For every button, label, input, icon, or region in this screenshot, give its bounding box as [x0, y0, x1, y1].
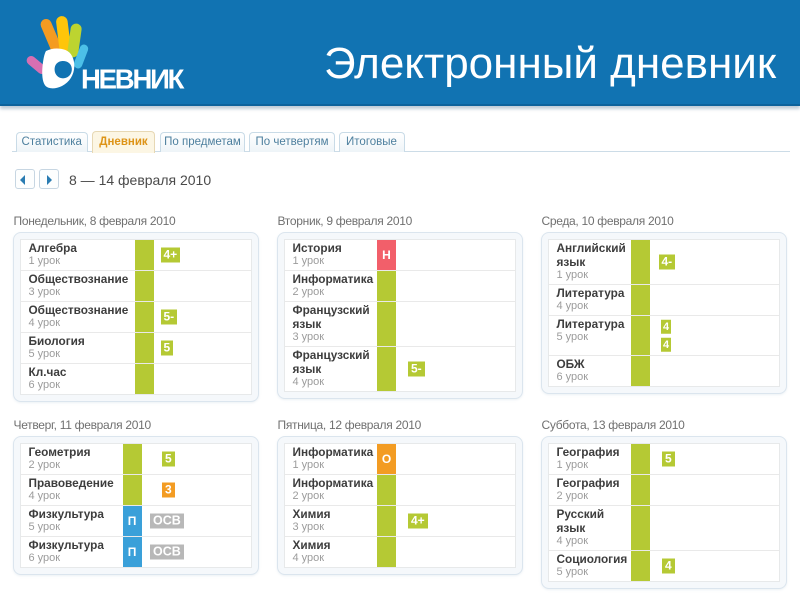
svg-text:НЕВНИК: НЕВНИК	[81, 64, 185, 95]
